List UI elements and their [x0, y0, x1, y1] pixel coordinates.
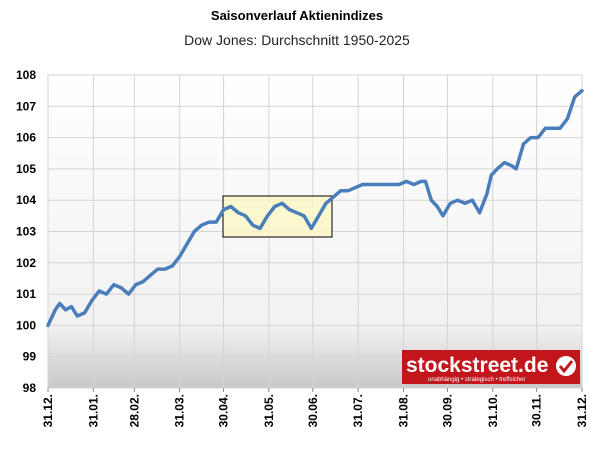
x-tick-label: 31.12. — [41, 394, 55, 427]
y-tick-label: 102 — [16, 256, 36, 270]
logo-check — [558, 360, 574, 374]
logo-text: stockstreet.de — [406, 354, 548, 377]
y-tick-label: 108 — [16, 68, 36, 82]
logo-box — [402, 350, 580, 384]
x-tick-label: 31.10. — [486, 394, 500, 427]
x-tick-label: 31.05. — [262, 394, 276, 427]
x-tick-label: 31.03. — [173, 394, 187, 427]
x-tick-label: 31.07. — [351, 394, 365, 427]
x-tick-label: 30.04. — [217, 394, 231, 427]
x-tick-label: 30.06. — [306, 394, 320, 427]
x-tick-label: 28.02. — [127, 394, 141, 427]
data-line — [46, 88, 584, 328]
x-tick-label: 31.08. — [397, 394, 411, 427]
y-tick-label: 106 — [16, 131, 36, 145]
x-tick-label: 30.09. — [440, 394, 454, 427]
x-tick-label: 30.11. — [530, 394, 544, 427]
logo: stockstreet.de unabhängig • strategisch … — [402, 350, 580, 384]
highlight-box — [222, 195, 333, 238]
y-tick-label: 100 — [16, 318, 36, 332]
y-tick-label: 101 — [16, 287, 36, 301]
logo-icon — [556, 356, 576, 376]
y-tick-label: 105 — [16, 162, 36, 176]
y-tick-label: 107 — [16, 99, 36, 113]
logo-tagline: unabhängig • strategisch • treffsicher — [428, 377, 525, 383]
x-tick-label: 31.12. — [575, 394, 589, 427]
chart-subtitle: Dow Jones: Durchschnitt 1950-2025 — [184, 32, 410, 48]
y-tick-label: 99 — [23, 350, 37, 364]
chart-title: Saisonverlauf Aktienindizes — [211, 8, 383, 23]
y-tick-label: 104 — [16, 193, 36, 207]
y-tick-label: 98 — [23, 381, 37, 395]
y-tick-label: 103 — [16, 225, 36, 239]
x-tick-label: 31.01. — [86, 394, 100, 427]
